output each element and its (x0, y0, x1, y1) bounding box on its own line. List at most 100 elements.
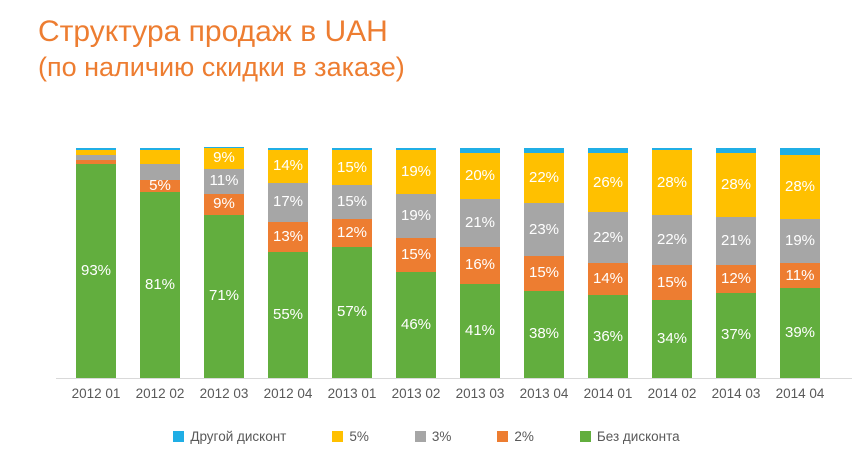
bar-segment-green: 34% (652, 299, 692, 378)
bar-column: 71% 9% 11% 9% (192, 146, 256, 378)
data-label: 22% (656, 231, 688, 249)
data-label: 46% (400, 316, 432, 334)
data-label: 26% (592, 173, 624, 191)
data-label: 21% (464, 213, 496, 231)
chart-title-line2: (по наличию скидки в заказе) (38, 51, 405, 82)
legend-item-blue: Другой дисконт (173, 429, 286, 444)
bar-column: 46% 15% 19% 19% (384, 148, 448, 378)
bar-segment-green: 57% (332, 246, 372, 378)
data-label: 11% (785, 266, 815, 284)
x-axis-label: 2012 04 (263, 386, 313, 401)
data-label: 22% (528, 169, 560, 187)
legend-swatch-icon (332, 431, 344, 442)
bar-segment-green: 81% (140, 191, 180, 378)
bar-segment-orange: 13% (268, 221, 308, 252)
bar-segment-orange (76, 159, 116, 165)
data-label: 9% (213, 195, 235, 213)
bar-segment-green: 93% (76, 164, 116, 378)
bar-segment-yellow: 20% (460, 152, 500, 199)
x-axis-label: 2013 04 (519, 386, 569, 401)
bar-segment-yellow: 28% (652, 150, 692, 215)
legend: Другой дисконт 5% 3% 2% Без дисконта (0, 429, 853, 444)
data-label: 19% (400, 207, 432, 225)
bar-segment-blue (204, 146, 244, 149)
bar-column: 36% 14% 22% 26% (576, 148, 640, 378)
stacked-bar-2014-03: 37% 12% 21% 28% (716, 148, 756, 378)
bar-segment-gray (140, 164, 180, 181)
bar-column: 55% 13% 17% 14% (256, 148, 320, 378)
bar-segment-gray: 19% (396, 194, 436, 238)
data-label: 34% (656, 330, 688, 348)
data-label: 5% (149, 177, 171, 195)
data-label: 12% (336, 224, 368, 242)
x-axis-line (56, 378, 852, 379)
data-label: 19% (400, 163, 432, 181)
data-label: 81% (144, 276, 176, 294)
data-label: 15% (336, 193, 368, 211)
bar-segment-gray: 11% (204, 168, 244, 195)
bar-segment-blue (588, 148, 628, 153)
bar-segment-blue (332, 148, 372, 151)
bar-segment-blue (716, 148, 756, 153)
data-label: 21% (720, 232, 752, 250)
x-axis-label: 2014 03 (711, 386, 761, 401)
bar-segment-yellow: 15% (332, 150, 372, 185)
stacked-bar-2013-02: 46% 15% 19% 19% (396, 148, 436, 378)
data-label: 28% (720, 175, 752, 193)
bar-column: 57% 12% 15% 15% (320, 148, 384, 378)
x-axis-label: 2013 03 (455, 386, 505, 401)
bar-segment-blue (460, 148, 500, 153)
chart-title: Структура продаж в UAH (по наличию скидк… (38, 14, 405, 84)
x-axis-label: 2012 01 (71, 386, 121, 401)
data-label: 28% (784, 178, 816, 196)
data-label: 23% (528, 220, 560, 238)
bar-segment-gray: 21% (716, 217, 756, 266)
data-label: 39% (784, 324, 816, 342)
data-label: 41% (464, 322, 496, 340)
bar-segment-orange: 15% (396, 237, 436, 273)
legend-item-yellow: 5% (332, 429, 369, 444)
x-axis-label: 2012 03 (199, 386, 249, 401)
data-label: 22% (592, 228, 624, 246)
bar-segment-blue (652, 148, 692, 151)
bar-segment-orange: 14% (588, 263, 628, 296)
data-label: 14% (592, 270, 624, 288)
stacked-bar-2012-02: 81% 5% (140, 148, 180, 378)
data-label: 28% (656, 173, 688, 191)
bar-segment-yellow (76, 150, 116, 155)
stacked-bar-2012-01: 93% (76, 148, 116, 378)
bar-segment-blue (396, 148, 436, 151)
bar-segment-gray (76, 154, 116, 160)
stacked-bar-2012-03: 71% 9% 11% 9% (204, 146, 244, 378)
x-axis-label: 2014 01 (583, 386, 633, 401)
data-label: 16% (464, 256, 496, 274)
data-label: 9% (213, 149, 235, 167)
data-label: 38% (528, 325, 560, 343)
bar-segment-orange: 15% (524, 256, 564, 291)
legend-swatch-icon (579, 431, 591, 442)
data-label: 71% (208, 287, 240, 305)
data-label: 17% (272, 193, 304, 211)
data-label: 13% (272, 227, 304, 245)
bar-segment-yellow (140, 150, 180, 165)
bar-segment-orange: 12% (332, 219, 372, 247)
bar-segment-green: 71% (204, 214, 244, 378)
bar-segment-green: 55% (268, 251, 308, 378)
data-label: 36% (592, 327, 624, 345)
legend-swatch-icon (173, 431, 185, 442)
bar-segment-green: 46% (396, 272, 436, 378)
bar-segment-blue (524, 148, 564, 153)
x-axis-label: 2014 02 (647, 386, 697, 401)
data-label: 15% (528, 264, 560, 282)
data-label: 11% (209, 172, 239, 190)
legend-item-gray: 3% (414, 429, 452, 444)
legend-label: 3% (431, 429, 452, 444)
legend-swatch-icon (414, 431, 426, 442)
bar-segment-green: 39% (780, 288, 820, 378)
bar-segment-orange: 9% (204, 194, 244, 215)
legend-label: Без дисконта (596, 429, 680, 444)
bar-column: 34% 15% 22% 28% (640, 148, 704, 378)
bar-column: 81% 5% (128, 148, 192, 378)
bar-column: 37% 12% 21% 28% (704, 148, 768, 378)
bar-segment-green: 38% (524, 290, 564, 378)
